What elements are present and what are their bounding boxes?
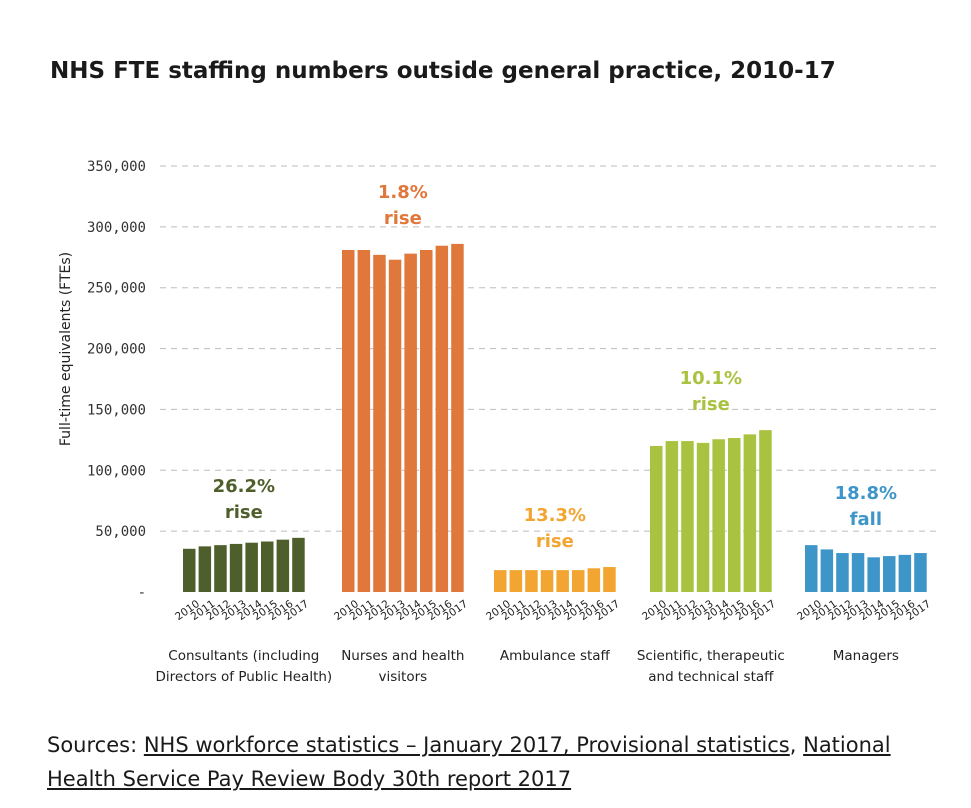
bar [759, 430, 772, 592]
bar [898, 554, 912, 592]
bar [587, 568, 601, 592]
source-link-nhs-workforce-statistics[interactable]: NHS workforce statistics – January 2017,… [143, 733, 790, 757]
change-annotation: rise [692, 394, 730, 415]
y-axis-ticks: - 50,000 100,000 150,000 200,000 250,000 300,0… [87, 159, 146, 601]
group-label: Managers [833, 648, 899, 664]
bar [603, 567, 616, 592]
change-annotation: 10.1% [680, 368, 742, 389]
y-tick-label: 50,000 [95, 524, 146, 540]
y-axis-label: Full-time equivalents (FTEs) [58, 252, 74, 446]
bar [373, 254, 386, 592]
grid-lines [160, 165, 940, 532]
bar [665, 441, 679, 592]
y-tick-label: 100,000 [87, 463, 146, 479]
bar [451, 243, 464, 592]
sources-separator: , [789, 733, 804, 757]
bar [743, 434, 757, 592]
group-label: Ambulance staff [500, 648, 611, 664]
y-tick-label: - [138, 585, 146, 601]
y-tick-label: 150,000 [87, 402, 146, 418]
bar [540, 570, 554, 592]
bar [728, 438, 741, 592]
bar [867, 557, 880, 592]
bar [650, 445, 663, 592]
bar [183, 548, 196, 592]
sources-prefix: Sources: [47, 733, 144, 757]
group-label: Consultants (including [168, 648, 319, 664]
bar [404, 253, 417, 593]
bar [357, 249, 371, 593]
y-tick-label: 300,000 [87, 220, 146, 236]
group-label: Nurses and health [341, 648, 464, 664]
y-tick-label: 250,000 [87, 281, 146, 297]
change-annotation: fall [850, 509, 882, 530]
bar [851, 553, 865, 592]
change-annotation: 13.3% [524, 505, 586, 526]
bar [836, 553, 849, 592]
change-annotation: rise [536, 531, 574, 552]
bar [805, 545, 818, 592]
change-annotation: 18.8% [835, 483, 897, 504]
group-labels: Consultants (including Directors of Publi… [155, 648, 898, 685]
bar [556, 570, 569, 592]
bar [883, 556, 896, 592]
bar [494, 570, 507, 592]
bar [696, 442, 710, 592]
bar [435, 245, 449, 593]
bar [276, 539, 290, 592]
bar [420, 249, 433, 593]
group-label: and technical staff [648, 669, 774, 685]
bar [292, 537, 305, 592]
sources-text: Sources: NHS workforce statistics – Janu… [47, 728, 957, 796]
bar [229, 543, 243, 592]
bar [525, 570, 538, 592]
bar [820, 549, 834, 592]
bar [712, 439, 725, 592]
source-link-pay-review-body[interactable]: National Health Service Pay Review Body … [47, 733, 891, 791]
bar [914, 553, 927, 592]
change-annotation: 1.8% [378, 182, 428, 203]
annotations: 26.2% rise 1.8% rise 13.3% rise 10.1% rise 18.8%… [213, 182, 897, 552]
bar [261, 541, 274, 592]
bars [183, 243, 927, 593]
bar [198, 546, 212, 592]
bar [214, 545, 227, 592]
bar [509, 570, 523, 592]
y-tick-label: 350,000 [87, 159, 146, 175]
change-annotation: 26.2% [213, 476, 275, 497]
group-label: Scientific, therapeutic [637, 648, 785, 664]
chart: NHS FTE staffing numbers outside general… [50, 58, 940, 685]
y-tick-label: 200,000 [87, 342, 146, 358]
chart-title: NHS FTE staffing numbers outside general… [50, 58, 836, 84]
bar [245, 542, 258, 592]
bar [572, 570, 585, 592]
bar [681, 441, 694, 592]
group-label: Directors of Public Health) [155, 669, 332, 685]
change-annotation: rise [225, 502, 263, 523]
change-annotation: rise [384, 208, 422, 229]
group-label: visitors [379, 669, 428, 685]
bar [388, 259, 402, 592]
bar [342, 249, 355, 593]
